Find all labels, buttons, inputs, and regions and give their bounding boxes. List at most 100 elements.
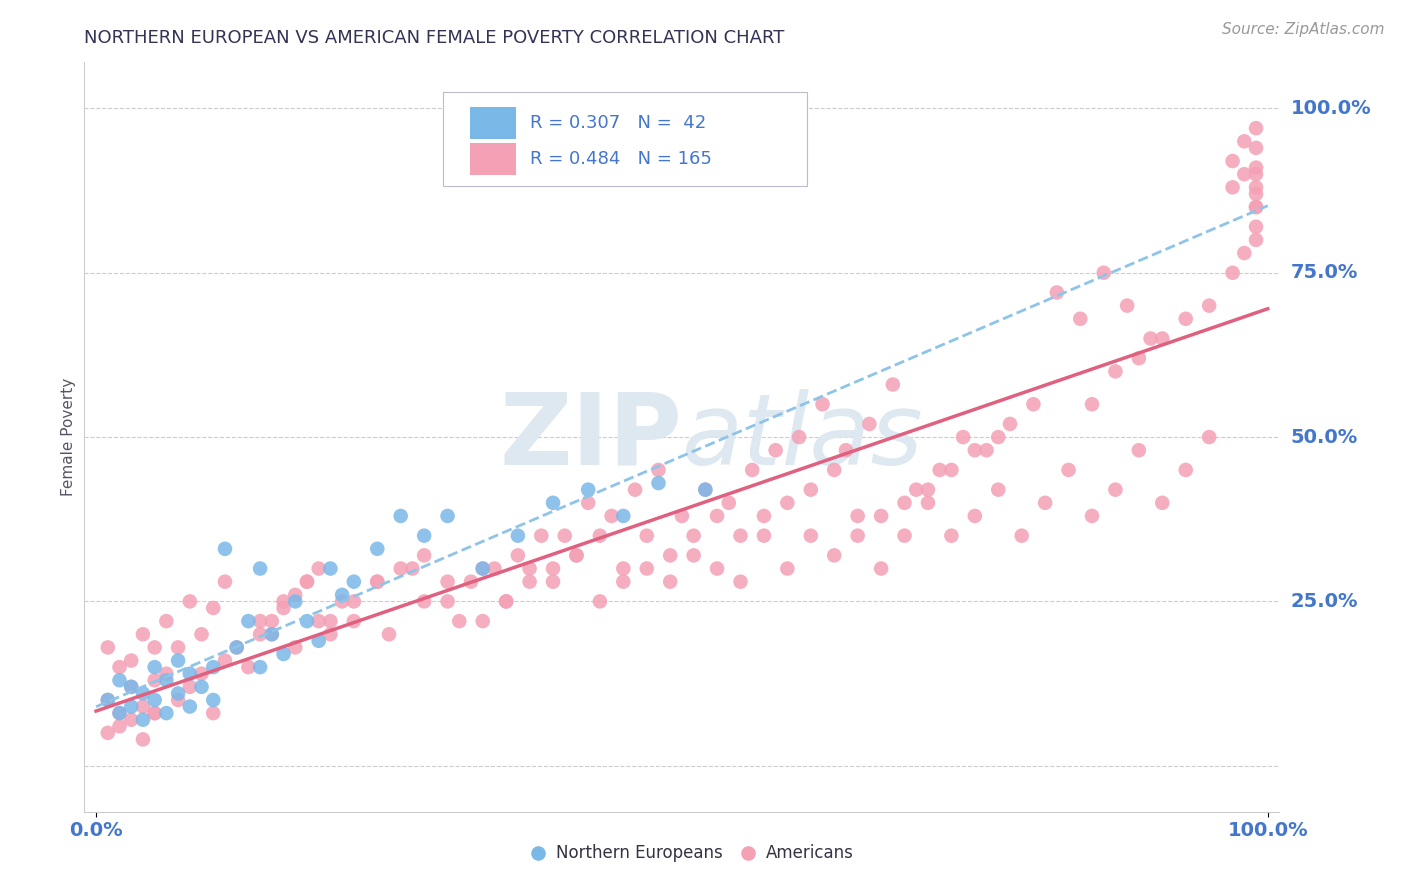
- Point: [167, 640, 190, 655]
- Point: [928, 463, 950, 477]
- Point: [108, 660, 131, 674]
- Point: [624, 483, 647, 497]
- Point: [776, 561, 799, 575]
- Point: [941, 463, 963, 477]
- Point: [1081, 397, 1104, 411]
- Point: [249, 614, 271, 628]
- Point: [120, 680, 142, 694]
- Point: [1152, 496, 1174, 510]
- Point: [941, 529, 963, 543]
- Point: [471, 561, 494, 575]
- Point: [506, 549, 529, 563]
- Point: [413, 594, 436, 608]
- Point: [190, 680, 212, 694]
- Point: [143, 660, 166, 674]
- Point: [1011, 529, 1033, 543]
- Point: [554, 529, 576, 543]
- Point: [343, 574, 366, 589]
- Point: [787, 430, 810, 444]
- Point: [835, 443, 858, 458]
- Point: [132, 699, 155, 714]
- Point: [1233, 246, 1256, 260]
- Point: [249, 561, 271, 575]
- Point: [179, 594, 201, 608]
- Point: [97, 693, 120, 707]
- Point: [823, 549, 845, 563]
- Point: [319, 627, 342, 641]
- Point: [1222, 154, 1244, 169]
- Text: atlas: atlas: [682, 389, 924, 485]
- Point: [1069, 311, 1091, 326]
- Point: [295, 574, 318, 589]
- Point: [97, 726, 120, 740]
- Point: [366, 574, 388, 589]
- Text: R = 0.484   N = 165: R = 0.484 N = 165: [530, 150, 711, 168]
- Point: [1081, 508, 1104, 523]
- Point: [1244, 200, 1267, 214]
- Point: [706, 508, 728, 523]
- Point: [589, 529, 612, 543]
- Text: 25.0%: 25.0%: [1291, 592, 1358, 611]
- Point: [179, 680, 201, 694]
- Point: [436, 594, 458, 608]
- Point: [752, 508, 775, 523]
- Point: [1033, 496, 1056, 510]
- Point: [741, 463, 763, 477]
- Point: [460, 574, 482, 589]
- Point: [1233, 167, 1256, 181]
- Point: [963, 443, 986, 458]
- Point: [717, 496, 740, 510]
- Point: [1244, 161, 1267, 175]
- Bar: [471, 144, 516, 175]
- Point: [1174, 311, 1197, 326]
- Point: [506, 529, 529, 543]
- Point: [1244, 141, 1267, 155]
- Text: 100.0%: 100.0%: [1291, 99, 1371, 118]
- Point: [284, 594, 307, 608]
- Point: [308, 614, 330, 628]
- Point: [800, 529, 823, 543]
- Point: [1116, 299, 1139, 313]
- Point: [167, 693, 190, 707]
- Point: [917, 483, 939, 497]
- Point: [471, 614, 494, 628]
- Point: [132, 686, 155, 700]
- Point: [765, 443, 787, 458]
- Text: 50.0%: 50.0%: [1291, 427, 1358, 447]
- Point: [389, 561, 412, 575]
- Bar: [471, 107, 516, 139]
- Point: [190, 627, 212, 641]
- Point: [143, 693, 166, 707]
- Point: [1244, 200, 1267, 214]
- Point: [987, 483, 1010, 497]
- Point: [214, 654, 236, 668]
- Point: [108, 673, 131, 688]
- Point: [823, 463, 845, 477]
- Point: [530, 795, 553, 809]
- Point: [1222, 266, 1244, 280]
- Point: [706, 561, 728, 575]
- Point: [389, 508, 412, 523]
- Point: [343, 614, 366, 628]
- Point: [97, 640, 120, 655]
- Point: [1244, 121, 1267, 136]
- Point: [565, 549, 588, 563]
- Point: [214, 574, 236, 589]
- Point: [530, 529, 553, 543]
- Point: [1139, 331, 1161, 345]
- Point: [893, 529, 915, 543]
- Point: [893, 496, 915, 510]
- Point: [155, 666, 177, 681]
- Point: [401, 561, 423, 575]
- Point: [225, 640, 247, 655]
- Point: [519, 561, 541, 575]
- Point: [1128, 443, 1150, 458]
- Point: [695, 483, 717, 497]
- Point: [671, 508, 693, 523]
- Point: [260, 614, 283, 628]
- Text: Source: ZipAtlas.com: Source: ZipAtlas.com: [1222, 22, 1385, 37]
- Y-axis label: Female Poverty: Female Poverty: [60, 378, 76, 496]
- Point: [108, 706, 131, 720]
- Point: [202, 693, 225, 707]
- Point: [436, 574, 458, 589]
